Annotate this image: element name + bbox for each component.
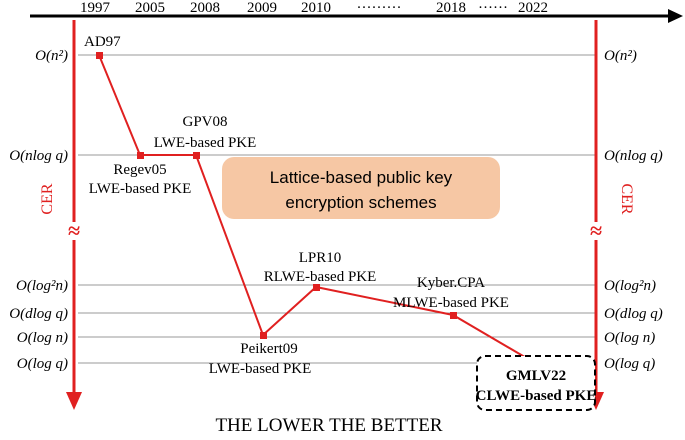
left-complexity-labels: O(n²) O(nlog q) O(log²n) O(dlog q) O(log…: [9, 48, 68, 372]
left-axis-label: CER: [39, 183, 56, 214]
gmlv22-dashed-box: [476, 355, 596, 411]
complexity-label: O(dlog q): [9, 306, 68, 322]
left-axis-arrowhead: [66, 392, 82, 410]
gmlv22-highlight: GMLV22 CLWE-based PKE: [476, 355, 597, 411]
year-label: 2010: [301, 0, 331, 16]
scheme-label-regev05-type: LWE-based PKE: [89, 181, 192, 197]
scheme-marker-lpr10: [313, 284, 320, 291]
right-complexity-labels: O(n²) O(nlog q) O(log²n) O(dlog q) O(log…: [604, 48, 663, 372]
complexity-label: O(log q): [17, 356, 68, 372]
scheme-label-regev05-name: Regev05: [113, 162, 166, 178]
lattice-pke-box-bg: [222, 157, 500, 219]
right-axis-break-icon: ≈: [590, 218, 602, 243]
complexity-label: O(log n): [604, 330, 655, 346]
complexity-label: O(log²n): [604, 278, 656, 294]
left-cer-axis: CER ≈: [39, 20, 82, 410]
lattice-pke-box: Lattice-based public key encryption sche…: [222, 157, 500, 219]
complexity-label: O(log n): [17, 330, 68, 346]
scheme-label-lpr10-type: RLWE-based PKE: [264, 269, 377, 285]
diagram-caption: THE LOWER THE BETTER: [215, 415, 442, 435]
right-cer-axis: CER ≈: [588, 20, 635, 410]
lattice-pke-box-line: Lattice-based public key: [270, 168, 453, 187]
complexity-label: O(dlog q): [604, 306, 663, 322]
scheme-label-peikert09-name: Peikert09: [240, 341, 298, 357]
year-label: 2022: [518, 0, 548, 16]
scheme-marker-regev05: [137, 152, 144, 159]
year-ellipsis: ·········: [357, 0, 402, 16]
complexity-label: O(nlog q): [9, 148, 68, 164]
scheme-label-gmlv22-type: CLWE-based PKE: [476, 388, 597, 404]
right-axis-label: CER: [618, 183, 635, 214]
year-label: 2018: [436, 0, 466, 16]
scheme-label-gpv08-type: LWE-based PKE: [154, 135, 257, 151]
scheme-label-gmlv22-name: GMLV22: [506, 368, 566, 384]
complexity-label: O(n²): [35, 48, 68, 64]
year-label: 2008: [190, 0, 220, 16]
year-label: 2005: [135, 0, 165, 16]
scheme-marker-kyber: [450, 312, 457, 319]
scheme-label-kyber-type: MLWE-based PKE: [393, 295, 509, 311]
lattice-pke-box-line: encryption schemes: [285, 193, 436, 212]
complexity-label: O(log²n): [16, 278, 68, 294]
scheme-label-lpr10-name: LPR10: [299, 250, 342, 266]
scheme-label-gpv08-name: GPV08: [182, 114, 227, 130]
scheme-label-kyber-name: Kyber.CPA: [417, 275, 485, 291]
complexity-label: O(nlog q): [604, 148, 663, 164]
scheme-label-peikert09-type: LWE-based PKE: [209, 361, 312, 377]
scheme-marker-gpv08: [193, 152, 200, 159]
scheme-marker-ad97: [96, 52, 103, 59]
complexity-label: O(n²): [604, 48, 637, 64]
year-ellipsis: ······: [478, 0, 508, 16]
scheme-labels: AD97 Regev05 LWE-based PKE GPV08 LWE-bas…: [84, 34, 509, 377]
left-axis-break-icon: ≈: [68, 218, 80, 243]
year-label: 1997: [80, 0, 111, 16]
timeline-arrowhead: [668, 9, 683, 23]
scheme-label-ad97: AD97: [84, 34, 121, 50]
year-labels: 1997 2005 2008 2009 2010 ········· 2018 …: [80, 0, 548, 16]
scheme-marker-peikert09: [260, 332, 267, 339]
year-label: 2009: [247, 0, 277, 16]
complexity-label: O(log q): [604, 356, 655, 372]
